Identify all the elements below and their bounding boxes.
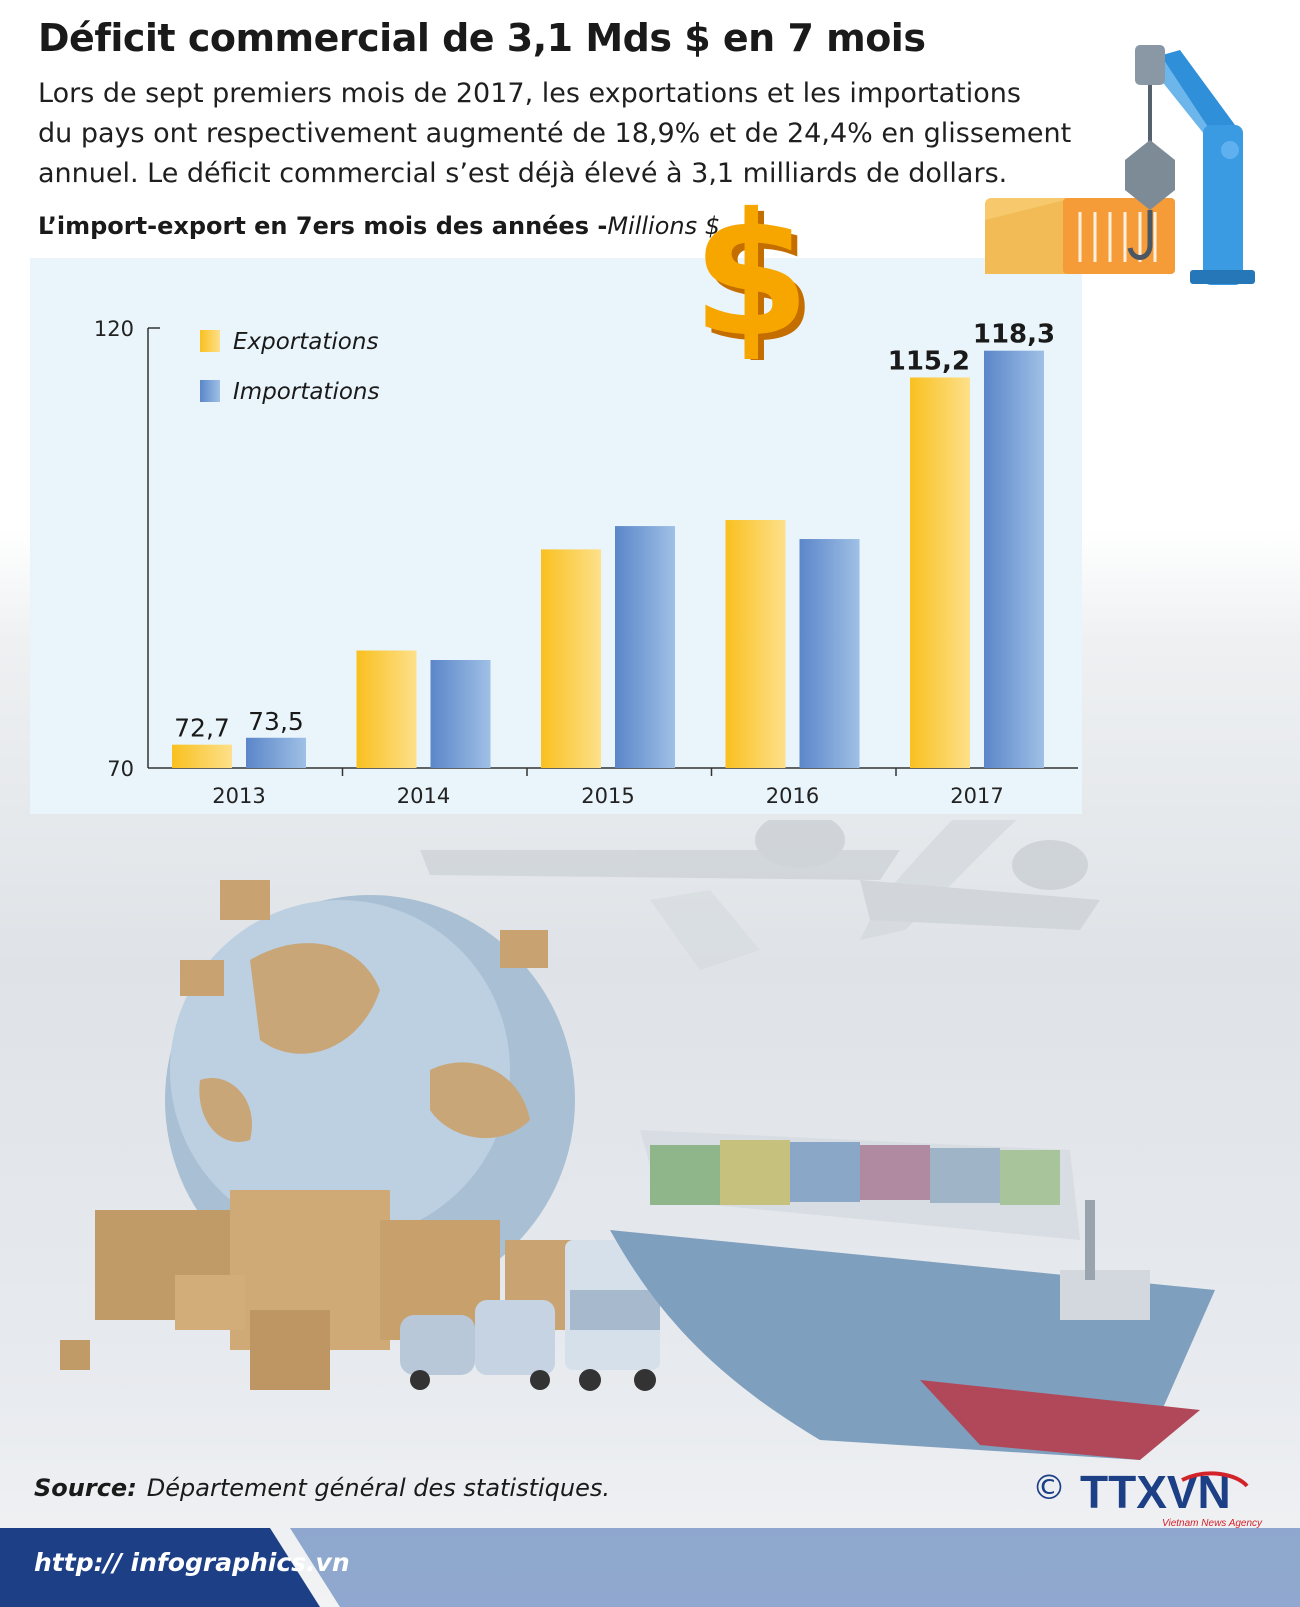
x-tick-label: 2013 xyxy=(212,784,265,808)
bar-exportations-2017 xyxy=(910,377,970,768)
chart-heading: L’import-export en 7ers mois des années … xyxy=(38,212,720,240)
bar-importations-2017 xyxy=(984,350,1044,768)
source-label: Source: xyxy=(34,1474,137,1502)
bar-importations-2015 xyxy=(615,526,675,768)
x-tick-label: 2014 xyxy=(397,784,450,808)
chart-heading-main: L’import-export en 7ers mois des années … xyxy=(38,212,608,240)
ttxvn-logo: TTXVN Vietnam News Agency xyxy=(1080,1466,1263,1529)
copyright-symbol: © xyxy=(1032,1468,1066,1508)
data-label: 115,2 xyxy=(888,346,970,376)
crane-container-icon xyxy=(985,45,1255,285)
svg-text:$: $ xyxy=(698,190,816,360)
x-tick-label: 2016 xyxy=(766,784,819,808)
dollar-sign-icon: $ $ xyxy=(692,190,816,360)
x-tick-label: 2015 xyxy=(581,784,634,808)
intro-line-2: du pays ont respectivement augmenté de 1… xyxy=(38,118,1072,149)
svg-text:$: $ xyxy=(692,190,810,360)
page-title: Déficit commercial de 3,1 Mds $ en 7 moi… xyxy=(38,16,926,60)
bar-importations-2016 xyxy=(799,539,860,768)
y-tick-label: 120 xyxy=(94,317,134,341)
legend-swatch-importations xyxy=(200,380,220,402)
x-tick-label: 2017 xyxy=(950,784,1003,808)
bar-exportations-2013 xyxy=(172,744,232,768)
data-label: 73,5 xyxy=(248,707,304,736)
intro-text: Lors de sept premiers mois de 2017, les … xyxy=(38,74,1138,194)
website-link[interactable]: http:// infographics.vn xyxy=(34,1548,350,1577)
chart-heading-unit: Millions $ xyxy=(607,212,720,240)
cargo-ship-illustration xyxy=(610,1130,1215,1460)
y-tick-label: 70 xyxy=(107,757,134,781)
bar-importations-2013 xyxy=(246,737,306,768)
intro-line-3: annuel. Le déficit commercial s’est déjà… xyxy=(38,158,1008,189)
legend-label: Exportations xyxy=(233,329,378,355)
airplane-illustration xyxy=(420,820,1100,970)
cardboard-boxes-illustration xyxy=(60,1190,595,1390)
footer-bar xyxy=(0,1528,1300,1607)
bar-exportations-2014 xyxy=(356,650,417,768)
bar-exportations-2016 xyxy=(725,520,786,768)
bar-importations-2014 xyxy=(430,660,491,768)
logistics-scene-illustration xyxy=(60,820,1215,1460)
logo-subtext: Vietnam News Agency xyxy=(1162,1518,1263,1529)
intro-line-1: Lors de sept premiers mois de 2017, les … xyxy=(38,78,1021,109)
data-label: 72,7 xyxy=(174,714,230,743)
data-label: 118,3 xyxy=(973,320,1055,350)
source-text: Département général des statistiques. xyxy=(146,1474,611,1502)
bar-exportations-2015 xyxy=(541,549,601,768)
legend-swatch-exportations xyxy=(200,330,220,352)
source-note: Source: Département général des statistiq… xyxy=(34,1474,610,1502)
legend-label: Importations xyxy=(233,379,379,405)
